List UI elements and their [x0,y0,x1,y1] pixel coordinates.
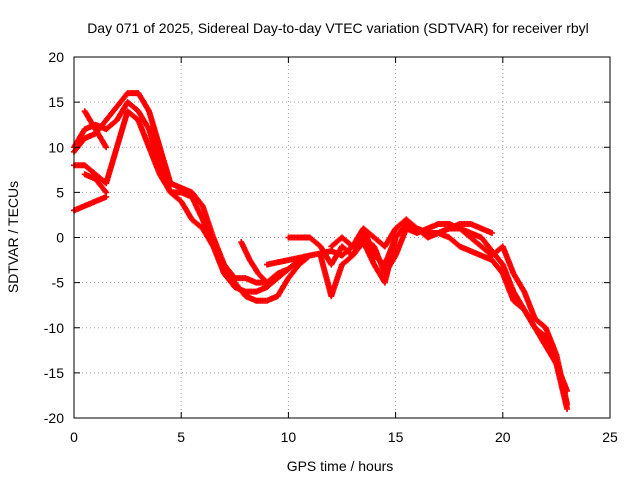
series-track-g [238,239,270,286]
series-track-e [81,108,110,151]
x-tick-label: 15 [388,429,404,445]
y-tick-label: 20 [48,49,64,65]
y-tick-label: 5 [56,184,64,200]
data-point [103,189,110,196]
data-point [564,406,571,412]
data-point [489,230,496,236]
y-axis-label: SDTVAR / TECUs [5,181,21,293]
x-tick-label: 10 [281,429,297,445]
data-point [103,144,110,151]
y-tick-label: -15 [44,365,64,381]
series-track-d [71,193,110,214]
x-tick-label: 25 [602,429,618,445]
chart-title: Day 071 of 2025, Sidereal Day-to-day VTE… [87,20,589,36]
data-point [264,279,270,286]
tick-layer: 0 5 10 15 20 25 -20 -15 -10 -5 0 5 10 15 20 [44,49,618,445]
y-tick-label: -20 [44,410,64,426]
data-layer [71,90,571,412]
x-tick-label: 20 [495,429,511,445]
series-track-k [328,216,496,250]
x-axis-label: GPS time / hours [287,458,394,474]
y-tick-label: 0 [56,230,64,246]
x-tick-label: 0 [70,429,78,445]
series-track-b [71,99,303,295]
y-tick-label: -5 [52,275,65,291]
data-point [285,266,292,273]
x-tick-label: 5 [177,429,185,445]
data-point [262,278,269,285]
series-track-c [71,108,292,286]
series-track-j [317,221,571,412]
y-tick-label: 10 [48,139,64,155]
y-tick-label: 15 [48,94,64,110]
series-track-f [81,171,110,196]
y-tick-label: -10 [44,320,64,336]
